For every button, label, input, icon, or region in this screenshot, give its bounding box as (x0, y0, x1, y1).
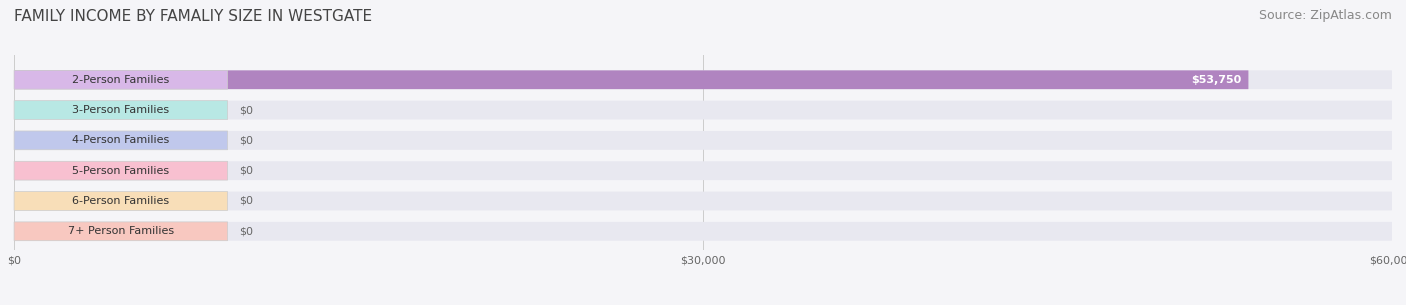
Text: $0: $0 (239, 105, 253, 115)
Text: 7+ Person Families: 7+ Person Families (67, 226, 174, 236)
FancyBboxPatch shape (14, 222, 228, 241)
FancyBboxPatch shape (14, 161, 228, 180)
FancyBboxPatch shape (14, 101, 228, 120)
Text: FAMILY INCOME BY FAMALIY SIZE IN WESTGATE: FAMILY INCOME BY FAMALIY SIZE IN WESTGAT… (14, 9, 373, 24)
FancyBboxPatch shape (14, 70, 1392, 89)
Text: $0: $0 (239, 135, 253, 145)
FancyBboxPatch shape (14, 161, 1392, 180)
Text: $0: $0 (239, 226, 253, 236)
Text: 3-Person Families: 3-Person Families (72, 105, 169, 115)
FancyBboxPatch shape (14, 131, 228, 150)
FancyBboxPatch shape (14, 131, 1392, 150)
Text: $0: $0 (239, 196, 253, 206)
Text: $53,750: $53,750 (1191, 75, 1241, 85)
FancyBboxPatch shape (14, 192, 1392, 210)
Text: Source: ZipAtlas.com: Source: ZipAtlas.com (1258, 9, 1392, 22)
FancyBboxPatch shape (14, 222, 1392, 241)
FancyBboxPatch shape (14, 70, 1249, 89)
FancyBboxPatch shape (14, 70, 228, 89)
Text: $0: $0 (239, 166, 253, 176)
Text: 5-Person Families: 5-Person Families (72, 166, 169, 176)
FancyBboxPatch shape (14, 192, 228, 210)
FancyBboxPatch shape (14, 101, 1392, 120)
Text: 6-Person Families: 6-Person Families (72, 196, 169, 206)
Text: 2-Person Families: 2-Person Families (72, 75, 170, 85)
Text: 4-Person Families: 4-Person Families (72, 135, 170, 145)
